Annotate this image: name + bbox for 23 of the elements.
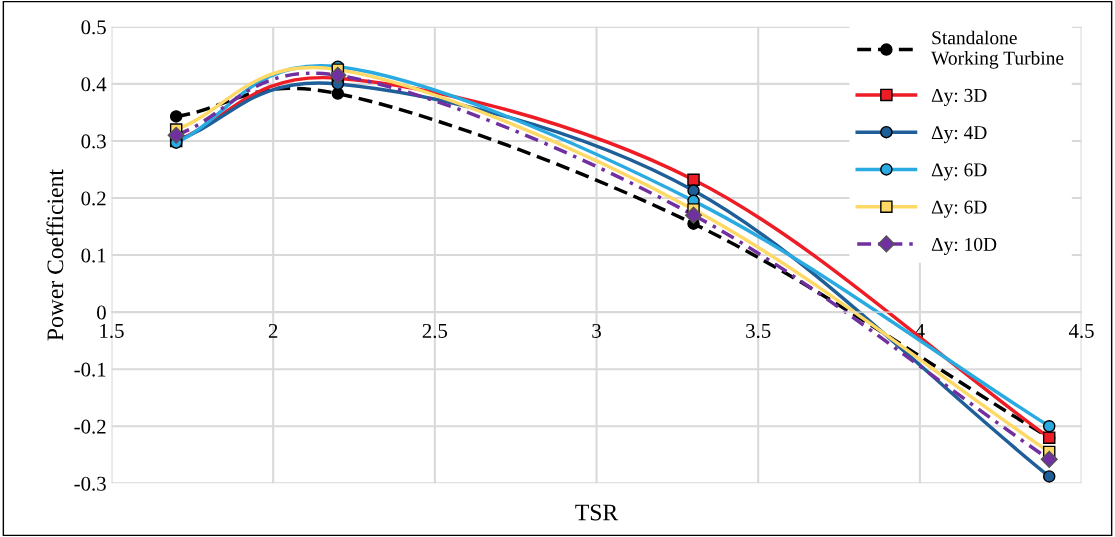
legend-label: Δy: 6D — [931, 200, 987, 218]
x-tick-label: 1.5 — [100, 323, 124, 338]
legend-label: Δy: 4D — [931, 126, 987, 144]
y-tick-label: -0.1 — [74, 362, 106, 377]
y-tick-label: -0.3 — [74, 476, 106, 491]
y-tick-label: 0 — [97, 305, 106, 320]
x-tick-label: 3 — [592, 323, 601, 338]
y-tick-label: 0.4 — [81, 77, 107, 92]
legend-label: Standalone Working Turbine — [931, 30, 1064, 69]
y-tick-label: 0.1 — [81, 248, 106, 263]
y-tick-label: -0.2 — [74, 419, 106, 434]
legend-label: Δy: 6D — [931, 163, 987, 181]
x-tick-label: 2.5 — [422, 323, 448, 338]
x-tick-label: 2 — [268, 323, 278, 338]
x-tick-label: 4.5 — [1068, 323, 1094, 338]
x-axis-title: TSR — [575, 504, 619, 521]
y-tick-label: 0.2 — [81, 191, 106, 206]
x-tick-label: 3.5 — [746, 323, 771, 338]
y-tick-label: 0.3 — [81, 134, 106, 149]
y-tick-label: 0.5 — [81, 20, 106, 35]
y-axis-title: Power Coefficient — [46, 169, 64, 341]
legend-label: Δy: 10D — [931, 237, 997, 255]
legend-label: Δy: 3D — [931, 88, 987, 106]
